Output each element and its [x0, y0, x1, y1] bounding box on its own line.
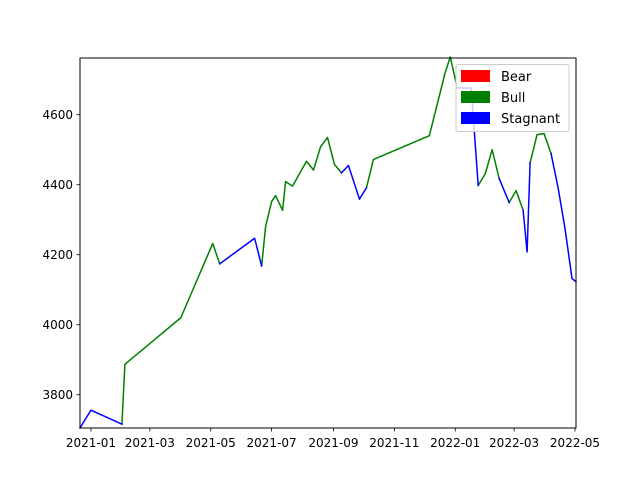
legend: Bear Bull Stagnant [455, 64, 570, 132]
bull-series-segment [477, 148, 501, 187]
bull-series-segment [121, 242, 221, 425]
stagnant-series-segment [522, 161, 531, 253]
y-tick-label: 4600 [42, 108, 73, 122]
x-tick-label: 2022-01 [430, 436, 480, 450]
x-tick-label: 2021-05 [186, 436, 236, 450]
legend-swatch-bear [461, 70, 490, 82]
x-tick-label: 2021-01 [66, 436, 116, 450]
stagnant-series-segment [340, 164, 368, 200]
bull-series-segment [529, 132, 553, 164]
y-tick-label: 4400 [42, 178, 73, 192]
y-tick-label: 3800 [42, 388, 73, 402]
legend-swatch-stagnant [461, 112, 490, 124]
x-tick-label: 2022-05 [550, 436, 600, 450]
legend-label-stagnant: Stagnant [501, 112, 560, 127]
legend-swatch-bull [461, 91, 490, 103]
x-tick-label: 2021-03 [125, 436, 175, 450]
x-tick-label: 2021-07 [247, 436, 297, 450]
plot-frame [79, 57, 577, 429]
x-axis: 2021-01 2021-03 2021-05 2021-07 2021-09 2021-… [66, 428, 600, 450]
legend-label-bull: Bull [501, 91, 525, 106]
bull-series-segment [365, 56, 459, 189]
y-tick-label: 4200 [42, 248, 73, 262]
bull-series-segment [508, 189, 525, 212]
stagnant-series-segment [550, 152, 578, 283]
y-tick-label: 4000 [42, 318, 73, 332]
x-tick-label: 2022-03 [489, 436, 539, 450]
x-tick-label: 2021-11 [369, 436, 419, 450]
stagnant-series-segment [218, 237, 263, 267]
x-tick-label: 2021-09 [308, 436, 358, 450]
y-axis: 3800 4000 4200 4400 4600 [42, 108, 80, 402]
stagnant-series-segment [498, 177, 511, 204]
legend-label-bear: Bear [501, 70, 532, 85]
bull-series-segment [260, 136, 343, 267]
legend-entries: Bear Bull Stagnant [461, 70, 560, 127]
stagnant-series-segment [78, 409, 123, 430]
